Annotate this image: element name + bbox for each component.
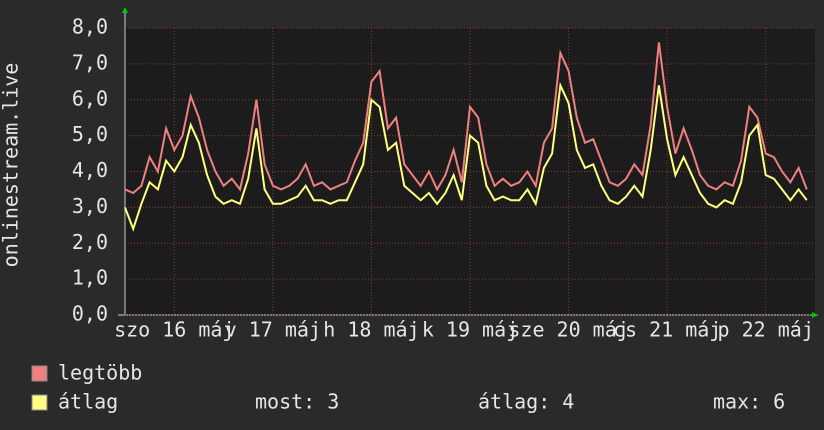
y-tick-label: 5,0 (72, 122, 108, 146)
series-line (124, 81, 808, 232)
y-tick-label: 6,0 (72, 86, 108, 110)
x-axis-arrow (812, 312, 818, 318)
y-tick-label: 0,0 (72, 302, 108, 326)
y-tick-label: 1,0 (72, 266, 108, 290)
stat-label: most: (255, 390, 315, 414)
legend-label: átlag (58, 390, 118, 414)
y-tick-label: 8,0 (72, 15, 108, 39)
stat-value: 3 (327, 390, 339, 414)
legend-swatch (31, 365, 48, 382)
y-tick-label: 4,0 (72, 158, 108, 182)
legend-swatch (31, 394, 48, 411)
y-axis-arrow (122, 7, 128, 13)
x-tick-label: szo 16 máj (114, 318, 234, 342)
x-tick-label: v 17 máj (225, 318, 321, 342)
stat-value: 6 (773, 390, 785, 414)
stat-value: 4 (562, 390, 574, 414)
x-tick-label: p 22 máj (718, 318, 814, 342)
stat-label: átlag: (478, 390, 550, 414)
stat-label: max: (713, 390, 761, 414)
y-axis-label: onlinestream.live (0, 63, 23, 268)
x-tick-label: k 19 máj (422, 318, 518, 342)
x-tick-label: cs 21 máj (613, 318, 721, 342)
y-tick-label: 3,0 (72, 194, 108, 218)
y-tick-label: 2,0 (72, 230, 108, 254)
x-tick-label: sze 20 máj (508, 318, 628, 342)
x-tick-label: h 18 máj (323, 318, 419, 342)
y-tick-label: 7,0 (72, 50, 108, 74)
series-line (124, 42, 808, 195)
legend-label: legtöbb (58, 361, 142, 385)
